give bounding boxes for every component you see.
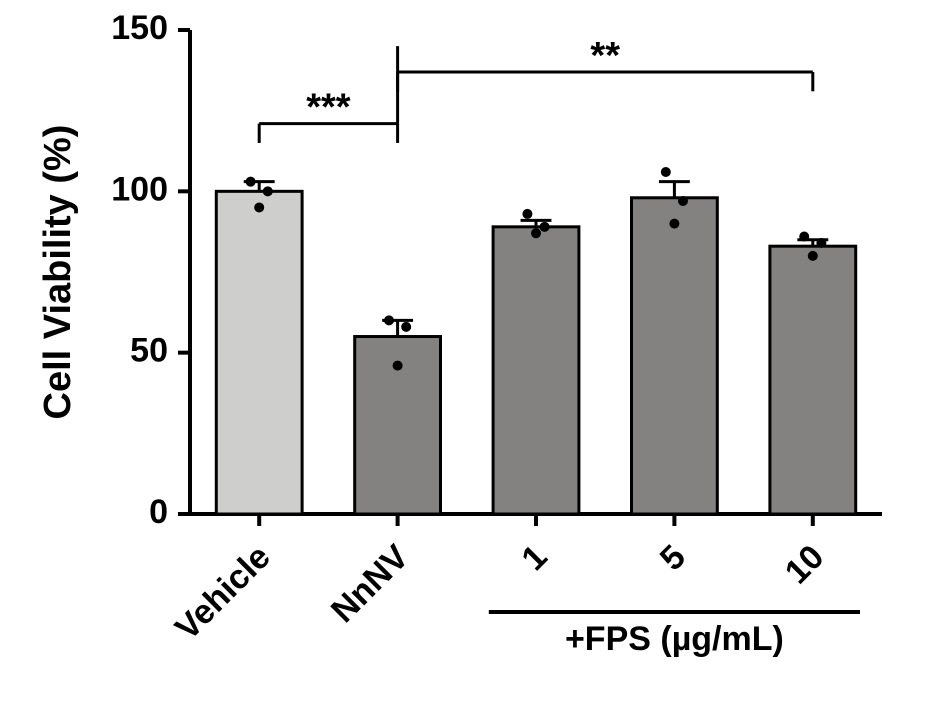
data-point bbox=[678, 196, 688, 206]
data-point bbox=[254, 202, 264, 212]
bar bbox=[631, 198, 717, 514]
y-tick-label: 100 bbox=[111, 170, 168, 208]
bar bbox=[216, 191, 302, 514]
data-point bbox=[393, 361, 403, 371]
y-tick-label: 150 bbox=[111, 9, 168, 47]
data-point bbox=[808, 251, 818, 261]
data-point bbox=[669, 219, 679, 229]
data-point bbox=[799, 232, 809, 242]
data-point bbox=[661, 167, 671, 177]
data-point bbox=[522, 209, 532, 219]
data-point bbox=[540, 222, 550, 232]
data-point bbox=[384, 315, 394, 325]
data-point bbox=[246, 177, 256, 187]
group-annotation-label: +FPS (µg/mL) bbox=[565, 620, 784, 658]
data-point bbox=[816, 238, 826, 248]
significance-label: ** bbox=[590, 35, 620, 77]
data-point bbox=[263, 186, 273, 196]
bar bbox=[493, 227, 579, 514]
data-point bbox=[531, 228, 541, 238]
significance-label: *** bbox=[306, 87, 351, 129]
bar bbox=[770, 246, 856, 514]
data-point bbox=[401, 322, 411, 332]
viability-bar-chart: 050100150Cell Viability (%)VehicleNnNV15… bbox=[0, 0, 942, 714]
y-tick-label: 0 bbox=[149, 493, 168, 531]
y-axis-label: Cell Viability (%) bbox=[37, 125, 79, 420]
y-tick-label: 50 bbox=[130, 332, 168, 370]
